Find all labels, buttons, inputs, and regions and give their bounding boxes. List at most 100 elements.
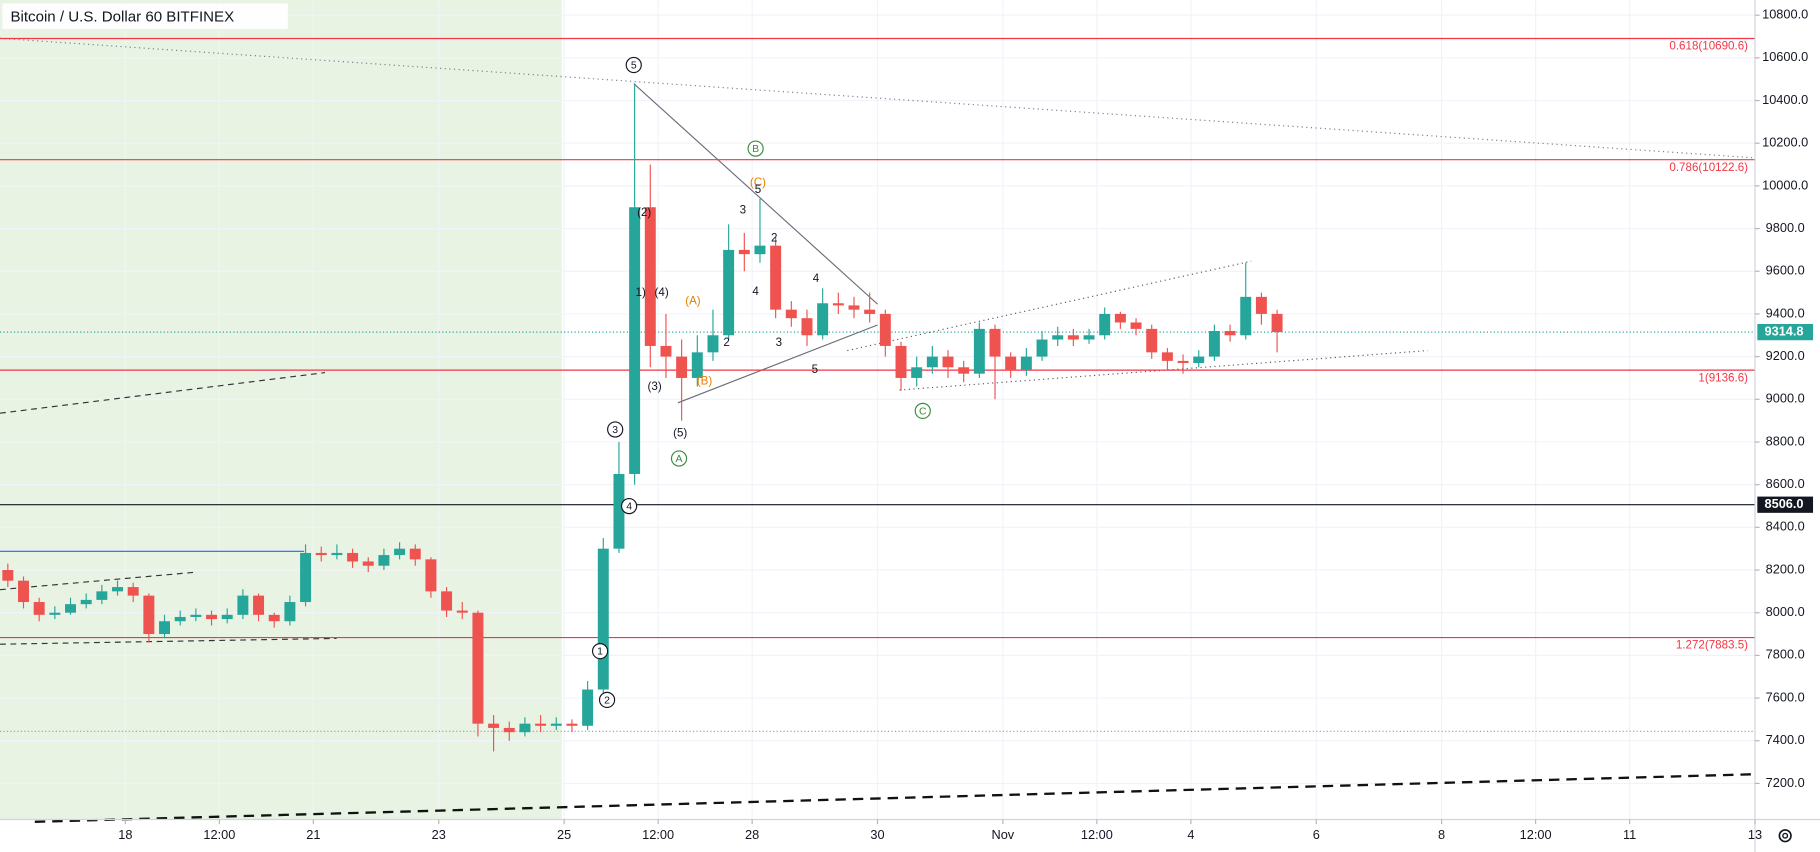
- level-label: 0.618(10690.6): [1669, 40, 1748, 53]
- y-tick-label: 10000.0: [1762, 177, 1808, 192]
- candle-body: [300, 552, 312, 603]
- wave-label: (4): [655, 286, 669, 299]
- price-tag: [1757, 323, 1814, 341]
- candle-body: [1052, 335, 1064, 340]
- candle-body: [973, 328, 985, 374]
- candle-body: [801, 318, 813, 336]
- candle-body: [221, 614, 233, 620]
- x-tick-label: 23: [432, 827, 446, 842]
- level-label: 1.272(7883.5): [1676, 639, 1748, 652]
- wave-label: 4: [752, 285, 759, 298]
- candle-body: [895, 345, 907, 378]
- candle-body: [237, 595, 249, 615]
- grid: [0, 0, 1756, 820]
- x-tick-label: 21: [306, 827, 320, 842]
- wave-label: (A): [685, 294, 701, 307]
- candle-body: [754, 245, 766, 255]
- candle-body: [1036, 339, 1048, 357]
- candle-body: [629, 207, 641, 474]
- wave-circle: [607, 421, 624, 438]
- candle-body: [1114, 313, 1126, 323]
- candle-body: [378, 555, 390, 566]
- x-tick-label: 8: [1438, 827, 1445, 842]
- wave-label: (C): [750, 176, 766, 189]
- settings-icon-core[interactable]: [1782, 832, 1789, 839]
- wave-label: B: [752, 144, 759, 155]
- x-tick-label: 6: [1313, 827, 1320, 842]
- candle-body: [159, 621, 171, 635]
- candle-body: [597, 548, 609, 690]
- wave-circle: [591, 643, 609, 660]
- y-tick-label: 10200.0: [1762, 135, 1808, 150]
- candle-body: [613, 473, 625, 549]
- candle-body: [582, 689, 594, 726]
- wave-label: (3): [648, 380, 662, 393]
- candle-body: [644, 207, 656, 346]
- settings-icon-ring[interactable]: [1778, 829, 1792, 843]
- y-tick-label: 10800.0: [1762, 7, 1808, 22]
- candle-body: [112, 587, 124, 592]
- candle-body: [535, 723, 547, 726]
- candle-body: [2, 570, 14, 581]
- candle-body: [488, 723, 500, 728]
- y-tick-label: 7600.0: [1766, 689, 1805, 704]
- candle-body: [362, 561, 374, 566]
- candle-body: [441, 591, 453, 611]
- candle-body: [49, 612, 61, 615]
- wave-label: 3: [740, 204, 746, 217]
- candle-body: [1020, 356, 1032, 370]
- candle-body: [864, 309, 876, 314]
- x-tick-label: 12:00: [1081, 827, 1113, 842]
- wave-label: (5): [673, 427, 687, 440]
- candle-body: [33, 602, 45, 615]
- dashed-line: [34, 773, 1756, 823]
- candle-body: [1099, 313, 1111, 336]
- candles: [2, 83, 1283, 752]
- candle-body: [1083, 335, 1095, 340]
- candle-body: [1255, 296, 1267, 314]
- y-tick-label: 9200.0: [1766, 348, 1805, 363]
- candle-body: [284, 602, 296, 622]
- settings-icon[interactable]: [1778, 829, 1792, 843]
- wave-circle: [914, 402, 931, 420]
- session-highlight: [0, 0, 562, 820]
- candle-body: [190, 614, 202, 617]
- wave-label: 2: [723, 336, 729, 349]
- price-tag-label: 8506.0: [1765, 496, 1804, 511]
- dashed-line: [0, 372, 326, 414]
- candle-body: [770, 245, 782, 310]
- candle-body: [409, 548, 421, 560]
- x-tick-label: Nov: [992, 827, 1015, 842]
- wave-label: 5: [631, 60, 637, 71]
- y-tick-label: 8000.0: [1766, 604, 1805, 619]
- y-tick-label: 8600.0: [1766, 476, 1805, 491]
- wave-label: 5: [812, 363, 818, 376]
- drawings: [0, 37, 1756, 823]
- candle-body: [1130, 322, 1142, 329]
- y-tick-label: 10600.0: [1762, 49, 1808, 64]
- candle-body: [566, 723, 578, 726]
- candle-body: [331, 552, 343, 556]
- candle-body: [832, 303, 844, 306]
- wave-label: 1): [636, 286, 646, 299]
- y-tick-label: 9600.0: [1766, 263, 1805, 278]
- wave-circle: [625, 56, 642, 74]
- x-tick-label: 30: [870, 827, 884, 842]
- wave-label: (B): [697, 374, 713, 387]
- candle-body: [315, 552, 327, 556]
- candle-body: [18, 580, 29, 603]
- y-tick-label: 7800.0: [1766, 647, 1805, 662]
- wave-circle: [670, 450, 688, 467]
- levels: 0.618(10690.6) 0.786(10122.6) 1(9136.6) 1.2…: [0, 37, 1756, 652]
- level-label: 1(9136.6): [1698, 371, 1748, 384]
- candle-body: [503, 727, 515, 733]
- candle-body: [660, 345, 672, 357]
- wave-label: A: [676, 454, 683, 465]
- wave-label: 2: [604, 695, 610, 706]
- x-tick-label: 28: [745, 827, 759, 842]
- wave-label: 3: [612, 425, 618, 436]
- y-tick-label: 8200.0: [1766, 561, 1805, 576]
- candle-body: [1146, 328, 1158, 353]
